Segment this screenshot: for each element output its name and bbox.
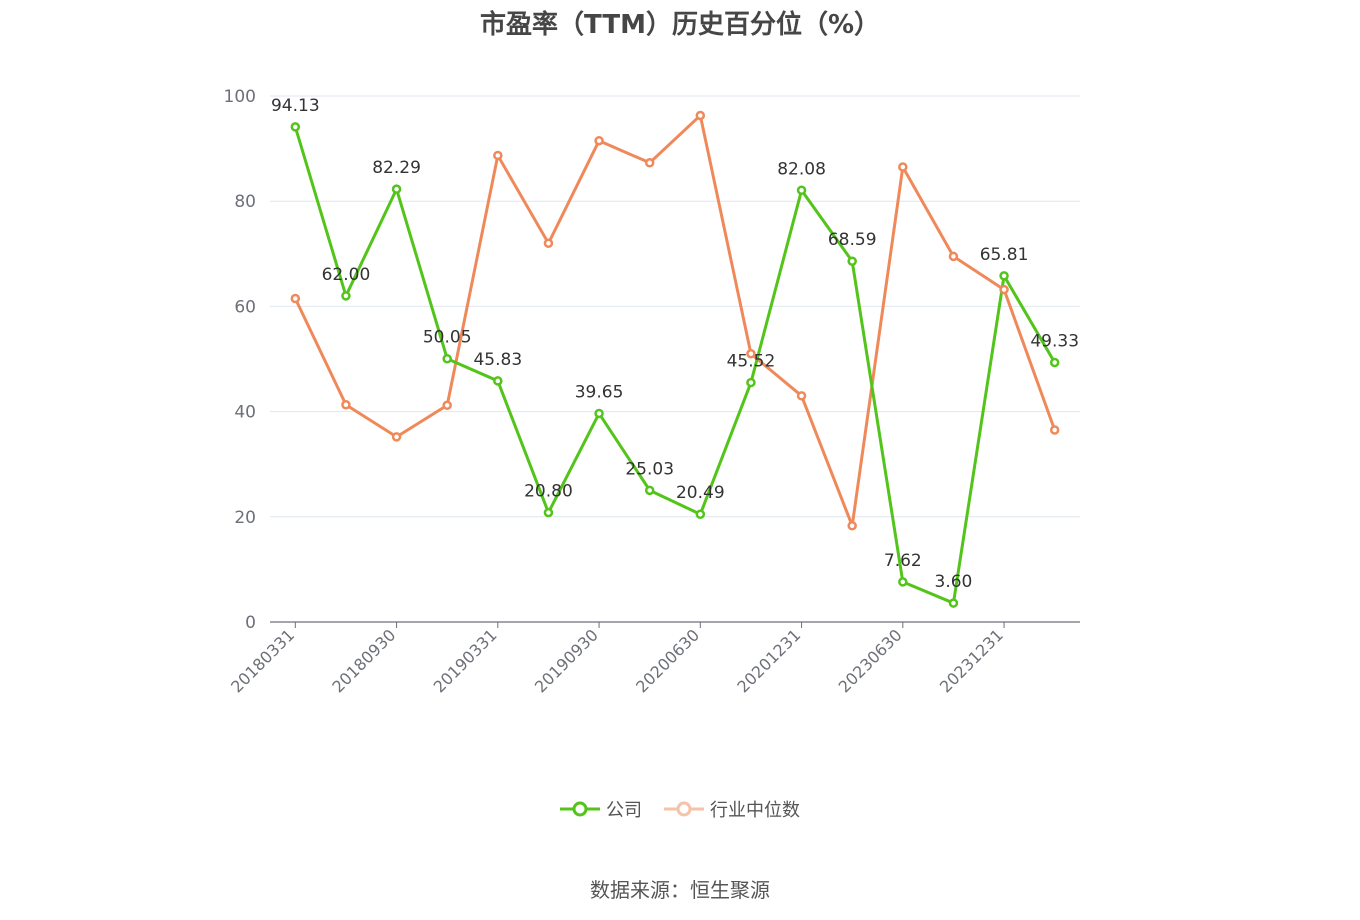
data-point-company — [746, 377, 756, 388]
data-label: 94.13 — [271, 96, 320, 116]
legend-label-industry: 行业中位数 — [710, 800, 800, 821]
legend-swatch-company — [560, 801, 600, 817]
data-label: 82.08 — [777, 159, 826, 179]
data-point-company — [543, 507, 554, 518]
data-point-industry — [948, 251, 959, 262]
data-label: 49.33 — [1030, 332, 1079, 352]
x-tick-label: 20180331 — [227, 625, 298, 696]
data-point-industry — [442, 400, 452, 411]
data-point-company — [290, 122, 301, 132]
data-point-company — [594, 408, 604, 419]
data-point-company — [442, 353, 452, 364]
data-label: 68.59 — [828, 230, 877, 250]
data-point-company — [695, 509, 706, 519]
data-point-industry — [1049, 425, 1060, 435]
x-tick-label: 20190331 — [430, 625, 501, 696]
x-tick-label: 20230630 — [835, 625, 906, 696]
data-point-industry — [695, 110, 706, 121]
data-point-industry — [290, 293, 301, 304]
x-tick-label: 20201231 — [733, 625, 804, 696]
legend-item-industry[interactable]: 行业中位数 — [664, 796, 800, 822]
data-point-industry — [796, 391, 807, 401]
y-tick-label: 80 — [234, 192, 256, 212]
x-tick-label: 20200630 — [632, 625, 703, 696]
data-point-company — [493, 376, 503, 386]
data-label: 62.00 — [322, 265, 371, 285]
data-point-industry — [898, 162, 908, 172]
data-point-industry — [341, 400, 351, 410]
y-tick-label: 0 — [245, 613, 256, 633]
data-label: 20.80 — [524, 482, 573, 502]
data-point-company — [796, 185, 807, 196]
data-label: 25.03 — [625, 459, 674, 479]
data-point-industry — [493, 150, 503, 161]
data-point-company — [999, 271, 1009, 281]
chart-title: 市盈率（TTM）历史百分位（%） — [480, 10, 880, 40]
data-point-industry — [644, 158, 655, 168]
data-point-company — [391, 184, 402, 194]
series-line-industry — [293, 113, 1057, 528]
data-label: 45.83 — [473, 350, 522, 370]
data-label: 39.65 — [575, 382, 624, 402]
data-point-company — [948, 598, 959, 608]
data-point-industry — [391, 432, 402, 442]
data-label: 3.60 — [935, 572, 973, 592]
data-point-industry — [594, 135, 604, 146]
data-label: 65.81 — [980, 245, 1029, 265]
data-point-industry — [999, 284, 1009, 295]
data-point-industry — [543, 238, 554, 249]
x-tick-label: 20190930 — [531, 625, 602, 696]
data-point-company — [341, 291, 351, 301]
series-line-company — [293, 126, 1056, 605]
legend-label-company: 公司 — [606, 800, 642, 821]
x-tick-label: 20231231 — [936, 625, 1007, 696]
y-tick-label: 40 — [234, 403, 256, 423]
data-point-industry — [847, 520, 857, 531]
legend: 公司 行业中位数 — [0, 796, 1360, 822]
data-point-company — [644, 485, 655, 496]
legend-swatch-industry — [664, 801, 704, 817]
data-point-industry — [746, 348, 756, 359]
y-tick-label: 20 — [234, 508, 256, 528]
y-tick-label: 60 — [234, 297, 256, 317]
y-tick-label: 100 — [224, 87, 256, 107]
data-source: 数据来源：恒生聚源 — [590, 878, 770, 902]
data-label: 7.62 — [884, 551, 922, 571]
legend-item-company[interactable]: 公司 — [560, 796, 642, 822]
data-label: 20.49 — [676, 483, 725, 503]
line-chart: 0 20 40 60 80 100 20180331 20180930 20190331 2019… — [224, 87, 1080, 696]
x-tick-label: 20180930 — [328, 625, 399, 696]
data-point-company — [847, 256, 857, 266]
data-label: 45.52 — [727, 352, 776, 372]
data-point-company — [1049, 357, 1060, 368]
data-label: 82.29 — [372, 158, 421, 178]
data-label: 50.05 — [423, 328, 472, 348]
data-point-company — [898, 577, 908, 587]
